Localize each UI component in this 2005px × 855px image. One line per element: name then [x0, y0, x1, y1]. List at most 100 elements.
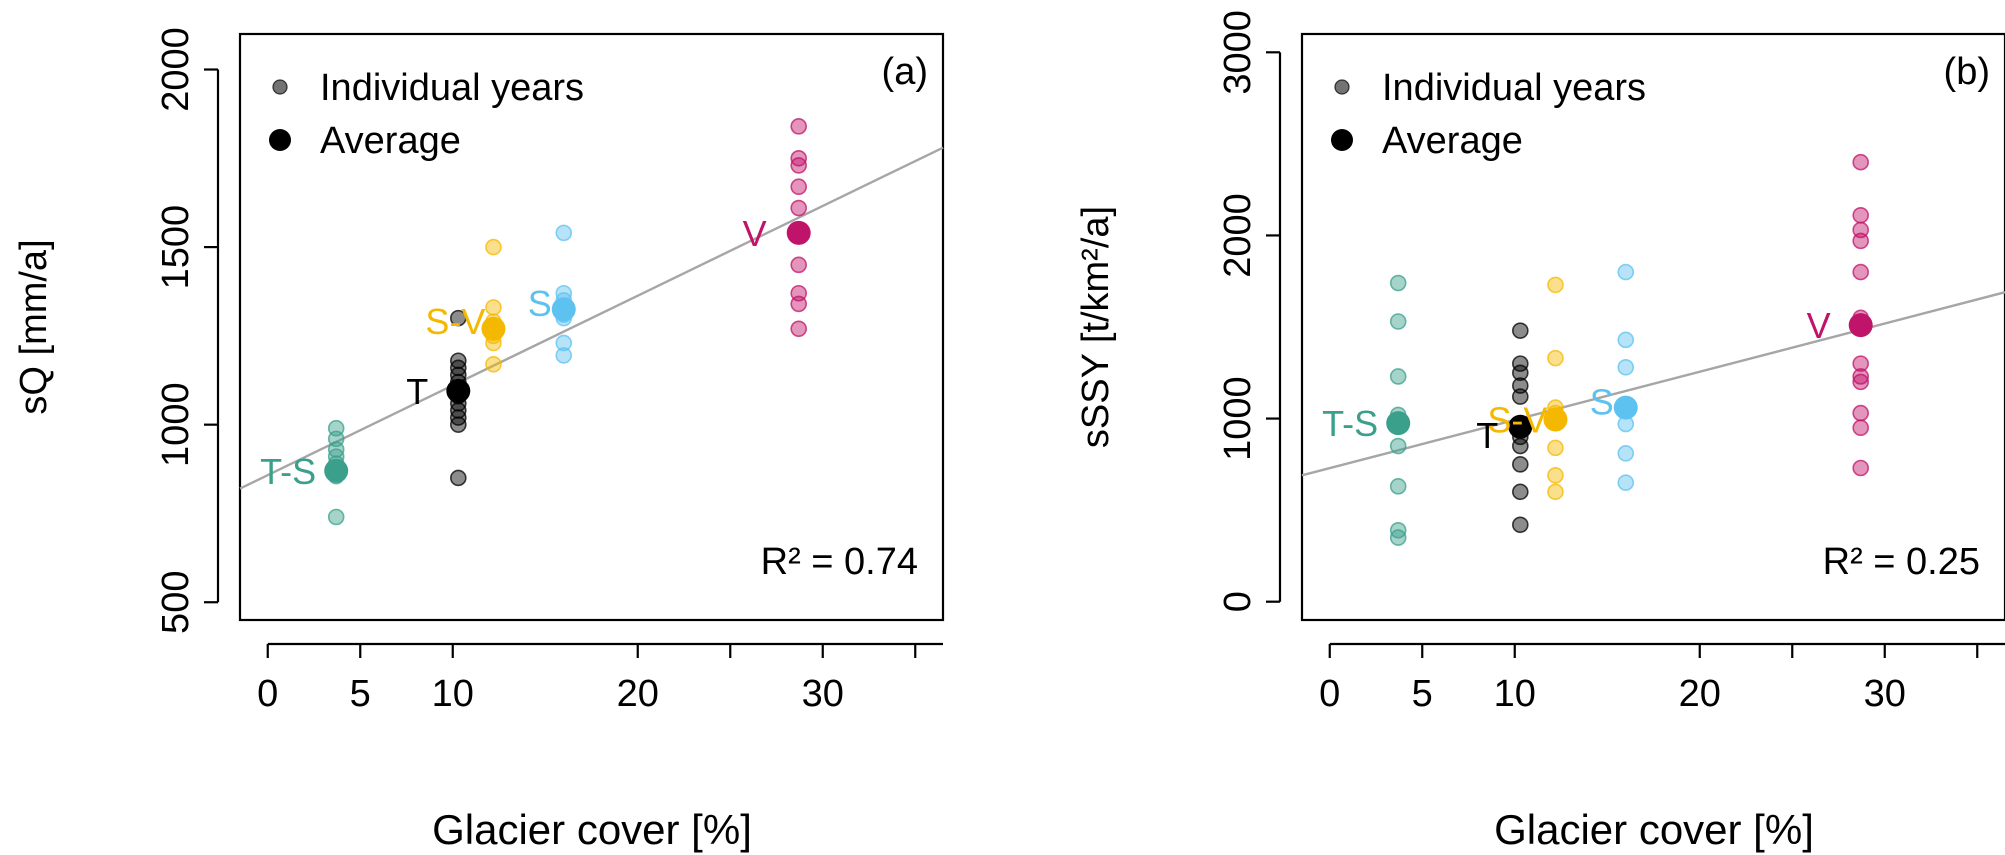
panel-a-individual-points: [327, 118, 808, 526]
site-label-t: T: [1476, 415, 1498, 456]
point-s-v-average: [1543, 407, 1568, 432]
panel-a-legend: Individual years Average: [269, 67, 584, 162]
point-t-year: [1512, 364, 1529, 382]
point-v-year: [1852, 404, 1869, 422]
point-v-year: [1852, 355, 1869, 372]
site-label-t-s: T-S: [1322, 403, 1378, 444]
panel-b-site-labels: T-S TS-V S V: [1322, 305, 1831, 456]
panel-a: T-S T S-V S V 0 5 10 20 30 500 1000 1500 2000 sQ [m…: [13, 27, 945, 853]
site-label-v: V: [1807, 305, 1831, 346]
panel-a-label: (a): [882, 51, 928, 93]
point-v-year: [790, 320, 808, 338]
point-s-v-year: [1547, 467, 1564, 484]
site-label-s-v: S-V: [1487, 399, 1547, 440]
panel-a-legend-individual-marker: [272, 79, 288, 95]
point-v-year: [790, 295, 808, 313]
x-tick-label: 5: [350, 673, 371, 715]
point-t-year: [1512, 388, 1529, 405]
site-label-s: S: [1590, 382, 1614, 423]
site-label-s-v: S-V: [425, 301, 485, 342]
panel-b-plot-area: T-S TS-V S V: [1300, 32, 2005, 622]
point-v-year: [1852, 419, 1869, 437]
point-v-year: [790, 256, 808, 274]
panel-a-regression-line: [239, 146, 944, 490]
panel-b-r2-annotation: R² = 0.25: [1823, 541, 1980, 583]
point-s-year: [555, 224, 573, 242]
point-s-v-year: [485, 299, 502, 316]
point-s-v-average: [481, 316, 506, 341]
y-tick-label: 1500: [155, 205, 197, 290]
panel-a-average-points: [324, 220, 811, 483]
panel-b-legend-individual-label: Individual years: [1382, 67, 1646, 109]
point-v-year: [790, 178, 808, 196]
y-tick-label: 2000: [155, 27, 197, 112]
y-tick-label: 1000: [1217, 376, 1259, 461]
point-t-s-year: [1389, 274, 1407, 292]
point-t-year: [1512, 437, 1529, 455]
point-s-year: [555, 334, 573, 352]
point-s-v-year: [1547, 439, 1564, 457]
point-v-year: [1852, 459, 1869, 477]
point-t-year: [1512, 322, 1529, 339]
panel-a-x-axis: 0 5 10 20 30: [257, 642, 943, 715]
point-v-year: [1852, 206, 1869, 224]
point-s-year: [1617, 445, 1635, 462]
point-t-year: [1512, 355, 1529, 372]
x-tick-label: 10: [1494, 673, 1536, 715]
panel-a-x-axis-label: Glacier cover [%]: [432, 806, 752, 853]
site-label-v: V: [743, 213, 767, 254]
panel-b-legend-individual-marker: [1334, 79, 1350, 95]
point-v-year: [1852, 368, 1869, 385]
site-label-t: T: [406, 371, 428, 412]
panel-b: T-S TS-V S V 0 5 10 20 30 0 1000 2000 3000 sSSY [t…: [1075, 10, 2005, 853]
panel-a-frame: [238, 32, 945, 622]
point-s-year: [1617, 474, 1635, 491]
point-v-year: [790, 199, 808, 217]
panel-a-y-axis-label: sQ [mm/a]: [13, 239, 55, 414]
panel-b-frame: [1300, 32, 2005, 622]
point-s-average: [551, 297, 576, 322]
panel-a-plot-area: T-S T S-V S V: [238, 32, 945, 622]
point-t-s-average: [1386, 411, 1411, 436]
point-t-s-year: [1389, 368, 1407, 385]
y-tick-label: 0: [1217, 591, 1259, 612]
panel-b-label: (b): [1944, 51, 1990, 93]
panel-b-legend-average-marker: [1331, 129, 1353, 151]
panel-b-y-axis: 0 1000 2000 3000: [1217, 10, 1282, 612]
point-t-s-year: [1389, 313, 1407, 330]
point-s-v-year: [485, 238, 502, 256]
point-v-year: [1852, 232, 1869, 250]
point-s-v-year: [1547, 483, 1564, 501]
panel-a-y-axis: 500 1000 1500 2000: [155, 27, 220, 634]
point-s-year: [1617, 358, 1635, 376]
point-t-year: [1512, 456, 1529, 473]
x-tick-label: 20: [1679, 673, 1721, 715]
panel-b-individual-points: [1389, 153, 1869, 546]
panel-b-legend: Individual years Average: [1331, 67, 1646, 162]
point-t-average: [446, 378, 471, 403]
panel-b-x-axis-label: Glacier cover [%]: [1494, 806, 1814, 853]
point-t-s-average: [324, 458, 349, 483]
point-t-average: [1508, 414, 1533, 439]
point-v-year: [1852, 373, 1869, 391]
point-t-year: [1512, 483, 1529, 501]
point-s-v-year: [485, 355, 502, 373]
point-s-year: [1617, 331, 1635, 349]
x-tick-label: 5: [1412, 673, 1433, 715]
point-v-year: [1852, 153, 1869, 171]
panel-b-y-axis-label: sSSY [t/km²/a]: [1075, 206, 1117, 448]
x-tick-label: 10: [432, 673, 474, 715]
x-tick-label: 30: [1864, 673, 1906, 715]
y-tick-label: 1000: [155, 382, 197, 467]
point-t-s-year: [327, 508, 345, 526]
point-t-s-year: [1389, 529, 1407, 546]
x-tick-label: 0: [1319, 673, 1340, 715]
point-s-v-year: [1547, 349, 1564, 367]
panel-a-r2-annotation: R² = 0.74: [761, 541, 918, 583]
point-t-s-year: [1389, 437, 1407, 455]
x-tick-label: 20: [617, 673, 659, 715]
point-s-year: [555, 347, 573, 364]
point-t-year: [449, 469, 467, 487]
point-t-year: [1512, 516, 1529, 534]
